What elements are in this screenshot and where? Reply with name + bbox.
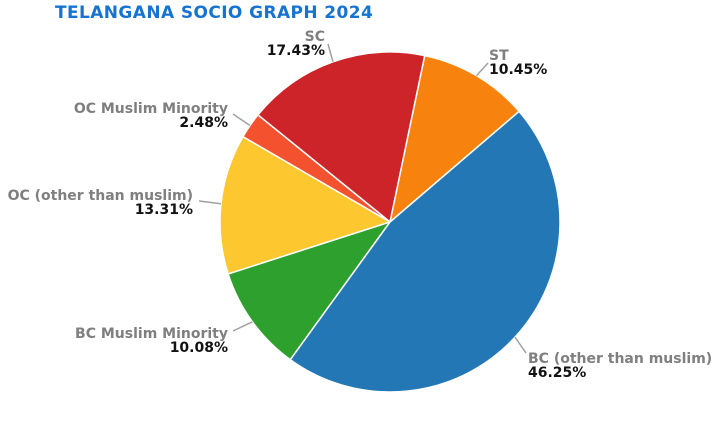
- slice-label: SC: [304, 29, 325, 45]
- chart-title: TELANGANA SOCIO GRAPH 2024: [55, 3, 374, 23]
- slice-percentage: 17.43%: [266, 43, 325, 59]
- annotation-bc-other-than-muslim: BC (other than muslim) 46.25%: [528, 352, 712, 380]
- annotation-bc-muslim-minority: BC Muslim Minority 10.08%: [75, 327, 228, 355]
- slice-label: OC (other than muslim): [7, 188, 193, 204]
- leader-line-sc: [327, 43, 334, 63]
- slice-label: OC Muslim Minority: [73, 101, 228, 117]
- slice-percentage: 2.48%: [179, 115, 228, 131]
- annotation-oc-muslim-minority: OC Muslim Minority 2.48%: [74, 102, 228, 130]
- annotation-oc-other-than-muslim: OC (other than muslim) 13.31%: [8, 189, 193, 217]
- annotation-st: ST 10.45%: [489, 49, 547, 77]
- leader-line-oc-other-than-muslim: [198, 200, 222, 205]
- slice-percentage: 13.31%: [134, 202, 193, 218]
- leader-line-bc-muslim-minority: [232, 321, 253, 332]
- leader-line-oc-muslim-minority: [232, 113, 251, 127]
- slice-label: BC (other than muslim): [528, 351, 713, 367]
- pie-slice-sc: [257, 51, 426, 223]
- annotation-sc: SC 17.43%: [267, 30, 325, 58]
- slice-percentage: 46.25%: [528, 365, 587, 381]
- pie-slice-st: [389, 54, 520, 223]
- slice-label: BC Muslim Minority: [75, 326, 228, 342]
- leader-line-st: [475, 62, 489, 77]
- slice-label: ST: [489, 48, 509, 64]
- pie-slice-bc-muslim-minority: [227, 221, 391, 361]
- slice-percentage: 10.08%: [169, 340, 228, 356]
- leader-line-bc-other-than-muslim: [514, 336, 527, 354]
- slice-percentage: 10.45%: [489, 62, 548, 78]
